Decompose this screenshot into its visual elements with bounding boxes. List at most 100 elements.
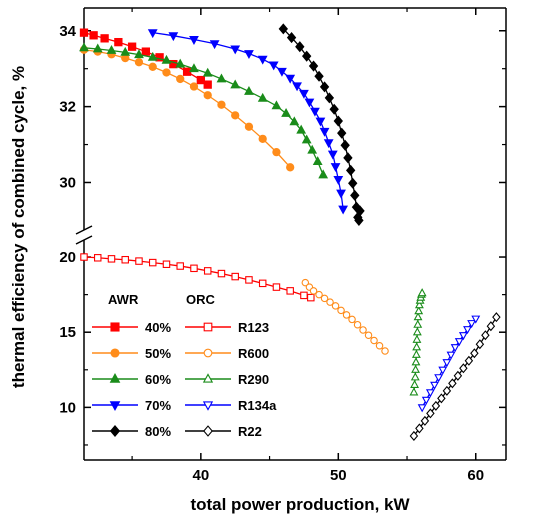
data-point [162,260,171,269]
data-point [114,37,123,47]
data-point [231,272,239,281]
legend-marker [109,424,121,438]
legend-marker [110,322,120,332]
legend-marker [109,373,121,383]
data-point [421,396,431,405]
data-point [370,336,378,345]
legend-label: R600 [238,346,269,361]
legend-label: 40% [145,320,171,335]
data-point [307,144,318,154]
data-point [80,253,88,261]
data-point [458,332,468,341]
data-point [100,34,109,43]
data-point [431,400,441,411]
series-80pct [278,23,365,226]
data-point [330,163,341,173]
data-point [426,408,435,419]
data-point [245,276,253,284]
y-tick-label: 10 [59,399,76,416]
data-point [459,363,468,374]
y-tick-label: 30 [59,174,76,191]
legend-marker [202,373,214,383]
legend-label: R134a [238,398,277,413]
data-point [257,55,268,65]
data-point [425,389,435,398]
data-point [162,68,171,77]
data-point [323,139,334,149]
data-point [244,50,254,59]
data-point [414,306,424,315]
data-point [135,257,143,265]
legend-marker [109,401,121,411]
data-point [230,79,241,89]
legend-marker [110,348,120,358]
data-point [189,36,199,45]
data-point [338,205,349,215]
data-point [411,364,421,373]
data-point [415,423,424,434]
data-point [430,381,439,390]
data-point [331,302,340,310]
data-point [481,330,490,341]
data-point [442,359,452,368]
data-point [286,287,294,295]
y-tick-label: 20 [59,249,76,266]
data-point [343,152,353,164]
data-point [337,127,347,139]
data-point [319,127,330,137]
series-r290 [409,288,427,396]
data-point [202,67,213,77]
data-point [409,430,419,441]
data-point [355,205,365,217]
data-point [268,61,279,71]
data-point [89,31,98,40]
series-line [413,316,497,437]
data-point [448,378,457,389]
data-point [308,60,319,72]
y-tick-label: 34 [59,23,76,40]
data-point [155,53,164,62]
axis-ticks: 40 50 60 30 32 34 10 15 20 [59,8,506,484]
data-point [414,300,424,309]
data-point [417,288,427,297]
data-point [296,124,307,134]
data-point [304,98,315,108]
data-point [364,331,373,339]
data-point [190,264,198,273]
data-point [106,45,117,54]
axis-break-mark [75,235,93,245]
legend-label: 50% [145,346,171,361]
series-line [83,49,291,168]
series-line [152,32,344,210]
data-point [492,312,501,323]
data-point [196,75,205,85]
data-point [348,315,356,324]
data-point [381,347,389,355]
data-point [463,326,472,335]
data-point [413,319,423,328]
data-point [442,385,452,396]
data-point [417,404,427,413]
data-point [453,370,463,381]
series-70pct [147,29,349,215]
legend-marker [202,401,214,411]
data-point [281,107,291,117]
data-point [271,100,282,110]
data-point [176,74,185,84]
data-point [409,387,419,396]
data-point [203,80,212,89]
data-point [292,82,302,92]
data-point [189,82,199,91]
data-point [209,40,220,50]
data-point [324,92,335,104]
data-point [286,32,297,44]
data-point [412,334,422,343]
data-point [375,341,384,350]
legend-label: 60% [145,372,171,387]
data-point [217,100,226,109]
data-point [203,91,212,100]
data-point [93,254,102,262]
series-r123 [80,253,315,302]
data-point [486,321,496,332]
